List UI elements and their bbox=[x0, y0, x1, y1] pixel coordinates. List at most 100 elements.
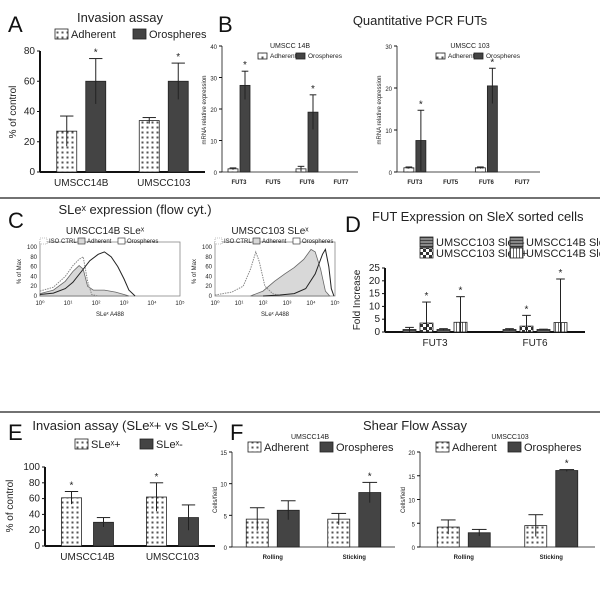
legend-label: UMSCC14B SleX+ bbox=[526, 248, 600, 260]
legend-swatch bbox=[214, 237, 223, 245]
bar bbox=[555, 470, 579, 548]
chart-c1: UMSCC14B SLeˣ 0 20 40 60 80 100 10⁰ 10¹ 10² 10³ 10⁴… bbox=[17, 226, 185, 318]
y-tick-label: 0 bbox=[412, 546, 416, 552]
y-axis-label: % of control bbox=[5, 480, 16, 533]
chart-a: Invasion assay % of control 0 20 40 60 80 UMSCC… bbox=[8, 10, 207, 189]
legend-swatch bbox=[39, 237, 48, 245]
significance-star: * bbox=[490, 57, 494, 68]
panel-label-a: A bbox=[8, 12, 23, 37]
y-tick-label: 60 bbox=[29, 494, 41, 505]
y-tick-label: 40 bbox=[24, 107, 36, 118]
y-tick-label: 0 bbox=[29, 167, 35, 178]
y-tick-label: 10 bbox=[369, 301, 381, 312]
chart-title: Invasion assay (SLeˣ+ vs SLeˣ-) bbox=[32, 418, 217, 433]
y-tick-label: 60 bbox=[24, 76, 36, 87]
x-tick-label: FUT3 bbox=[407, 180, 423, 186]
histogram-iso-ctrl bbox=[214, 250, 282, 297]
x-tick-label: FUT3 bbox=[232, 180, 248, 186]
legend-label: Orospheres bbox=[486, 53, 521, 60]
y-axis-label: % of Max bbox=[192, 259, 198, 284]
x-axis-label: SLeˣ A488 bbox=[261, 312, 290, 318]
significance-star: * bbox=[559, 268, 563, 279]
legend-label: ISO CTRL bbox=[49, 239, 77, 245]
significance-star: * bbox=[70, 480, 74, 491]
legend-swatch bbox=[257, 52, 268, 60]
x-tick-label: UMSCC14B bbox=[54, 178, 109, 189]
x-tick-label: 10² bbox=[92, 301, 101, 307]
legend-swatch bbox=[77, 237, 86, 245]
x-tick-label: 10¹ bbox=[64, 301, 73, 307]
x-tick-label: 10² bbox=[259, 301, 268, 307]
y-axis-label: Cells/field bbox=[213, 487, 219, 513]
bar bbox=[536, 329, 551, 333]
legend-label: Orospheres bbox=[524, 442, 582, 454]
x-tick-label: 10⁵ bbox=[330, 300, 340, 307]
legend-label: Orospheres bbox=[308, 53, 343, 60]
legend-swatch bbox=[54, 28, 69, 40]
histogram-iso-ctrl bbox=[39, 255, 99, 297]
y-axis-label: Fold Increase bbox=[352, 269, 363, 330]
legend-swatch bbox=[435, 441, 450, 453]
y-tick-label: 30 bbox=[385, 45, 392, 51]
legend-label: UMSCC14B SleX- bbox=[526, 237, 600, 249]
x-tick-label: FUT3 bbox=[423, 338, 448, 349]
y-axis-label: mRNA relative expression bbox=[202, 75, 208, 144]
y-tick-label: 5 bbox=[374, 314, 380, 325]
significance-star: * bbox=[425, 291, 429, 302]
legend-swatch bbox=[292, 237, 301, 245]
significance-star: * bbox=[368, 471, 372, 482]
bar bbox=[138, 120, 160, 173]
legend-label: Orospheres bbox=[149, 29, 207, 41]
legend-swatch bbox=[507, 441, 522, 453]
significance-star: * bbox=[565, 459, 569, 470]
legend-label: ISO CTRL bbox=[224, 239, 252, 245]
histogram-adherent bbox=[250, 248, 331, 297]
x-tick-label: 10⁰ bbox=[210, 300, 220, 307]
panel-label-c: C bbox=[8, 208, 24, 233]
chart-title: Invasion assay bbox=[77, 10, 163, 25]
histogram-orospheres bbox=[262, 248, 335, 297]
x-tick-label: 10³ bbox=[120, 301, 129, 307]
y-tick-label: 10 bbox=[385, 129, 392, 135]
significance-star: * bbox=[419, 99, 423, 110]
panel-label-f: F bbox=[230, 420, 243, 445]
y-tick-label: 80 bbox=[30, 255, 37, 261]
y-tick-label: 40 bbox=[29, 509, 41, 520]
legend-swatch bbox=[509, 236, 524, 248]
legend-label: Adherent bbox=[262, 239, 287, 245]
chart-b2: UMSCC 103 mRNA relative expression 0 10 20 30… bbox=[377, 43, 540, 186]
y-tick-label: 15 bbox=[408, 475, 415, 481]
x-tick-label: FUT6 bbox=[300, 180, 316, 186]
y-tick-label: 40 bbox=[30, 274, 37, 280]
legend-label: SLeˣ- bbox=[156, 439, 183, 451]
y-tick-label: 100 bbox=[27, 245, 38, 251]
y-tick-label: 20 bbox=[385, 87, 392, 93]
x-tick-label: Rolling bbox=[454, 555, 475, 561]
legend-swatch bbox=[117, 237, 126, 245]
y-tick-label: 80 bbox=[24, 46, 36, 57]
legend-swatch bbox=[74, 438, 89, 450]
y-tick-label: 0 bbox=[389, 171, 393, 177]
significance-star: * bbox=[243, 60, 247, 71]
y-tick-label: 40 bbox=[205, 274, 212, 280]
y-tick-label: 100 bbox=[202, 245, 213, 251]
histogram-adherent bbox=[39, 265, 130, 297]
legend-label: Adherent bbox=[264, 442, 309, 454]
y-axis-label: Cells/field bbox=[401, 487, 407, 513]
x-tick-label: 10¹ bbox=[235, 301, 244, 307]
x-tick-label: FUT7 bbox=[334, 180, 350, 186]
legend-label: SLeˣ+ bbox=[91, 439, 121, 451]
chart-title: UMSCC14B SLeˣ bbox=[66, 226, 145, 237]
chart-d: FUT Expression on SleX sorted cells Fold … bbox=[352, 209, 600, 349]
x-tick-label: UMSCC103 bbox=[146, 552, 200, 563]
legend-label: Adherent bbox=[452, 442, 497, 454]
significance-star: * bbox=[459, 286, 463, 297]
legend-swatch bbox=[419, 247, 434, 259]
y-tick-label: 100 bbox=[23, 462, 40, 473]
y-tick-label: 20 bbox=[30, 284, 37, 290]
y-tick-label: 60 bbox=[205, 265, 212, 271]
legend-label: Adherent bbox=[87, 239, 112, 245]
legend-label: UMSCC103 SleX- bbox=[436, 237, 525, 249]
y-tick-label: 20 bbox=[29, 525, 41, 536]
